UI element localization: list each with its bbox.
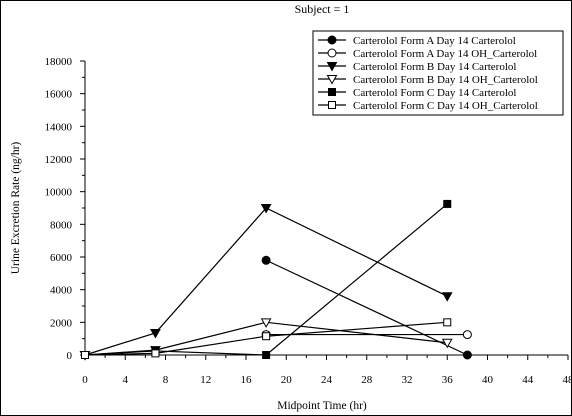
x-tick-label: 36 [442, 374, 454, 386]
axes: 0 4 8 12 16 20 24 28 32 36 40 44 4802000400060008000… [45, 56, 572, 386]
legend-marker [328, 101, 336, 109]
legend-marker [326, 62, 338, 72]
x-tick-label: 28 [361, 374, 373, 386]
x-tick-label: 12 [200, 374, 211, 386]
data-point [443, 318, 452, 327]
legend-label: Carterolol Form C Day 14 Carterolol [353, 87, 516, 99]
legend-entry: Carterolol Form A Day 14 OH_Carterolol [318, 48, 537, 60]
legend-marker [328, 88, 336, 96]
legend-marker [327, 48, 337, 58]
x-tick-label: 32 [402, 374, 413, 386]
series-line [84, 207, 448, 356]
y-tick-label: 10000 [45, 187, 73, 199]
series-layer [79, 199, 472, 361]
data-point [260, 204, 272, 214]
x-tick-label: 20 [281, 374, 293, 386]
series-6 [81, 318, 452, 359]
legend-entry: Carterolol Form C Day 14 Carterolol [318, 87, 516, 99]
x-tick-label: 44 [522, 374, 534, 386]
data-point [260, 318, 272, 328]
legend-entry: Carterolol Form C Day 14 OH_Carterolol [318, 100, 538, 112]
y-axis-title: Urine Excretion Rate (ng/hr) [10, 142, 22, 275]
x-tick-label: 48 [563, 374, 572, 386]
data-point [81, 351, 89, 359]
data-point [441, 338, 453, 349]
data-point [150, 328, 161, 339]
data-point [462, 350, 472, 360]
x-tick-label: 0 [82, 374, 88, 386]
legend-entry: Carterolol Form B Day 14 Carterolol [318, 61, 516, 73]
y-tick-label: 6000 [50, 252, 73, 264]
series-line [84, 321, 448, 356]
legend-label: Carterolol Form B Day 14 Carterolol [353, 61, 516, 73]
legend-entry: Carterolol Form A Day 14 Carterolol [318, 35, 516, 47]
data-point [441, 292, 453, 302]
series-line [265, 259, 468, 356]
series-line [84, 203, 448, 356]
data-point [262, 332, 271, 341]
plot-title: Subject = 1 [295, 2, 350, 16]
y-tick-label: 4000 [50, 285, 73, 297]
legend-box [312, 30, 564, 116]
y-tick-label: 0 [67, 350, 73, 362]
legend: Carterolol Form A Day 14 CarterololCarte… [312, 30, 564, 116]
y-tick-label: 18000 [45, 56, 73, 68]
legend-label: Carterolol Form C Day 14 OH_Carterolol [353, 100, 538, 112]
x-tick-label: 40 [482, 374, 494, 386]
data-point [151, 349, 160, 358]
x-axis-title: Midpoint Time (hr) [277, 400, 367, 412]
data-point [262, 351, 271, 359]
x-tick-label: 24 [321, 374, 333, 386]
legend-label: Carterolol Form A Day 14 OH_Carterolol [353, 48, 537, 60]
series-1 [261, 255, 472, 360]
legend-label: Carterolol Form A Day 14 Carterolol [353, 35, 516, 47]
x-tick-label: 4 [123, 374, 129, 386]
data-point [443, 199, 452, 208]
legend-label: Carterolol Form B Day 14 OH_Carterolol [353, 74, 538, 86]
y-tick-label: 16000 [45, 89, 73, 101]
y-tick-label: 8000 [50, 219, 73, 231]
legend-entry: Carterolol Form B Day 14 OH_Carterolol [318, 74, 538, 86]
x-tick-label: 8 [163, 374, 169, 386]
legend-marker [327, 35, 337, 45]
legend-marker [326, 75, 338, 85]
x-tick-label: 16 [241, 374, 253, 386]
data-point [261, 255, 271, 265]
y-tick-label: 14000 [45, 121, 73, 133]
y-tick-label: 12000 [45, 154, 73, 166]
y-tick-label: 2000 [50, 317, 73, 329]
data-point [462, 330, 472, 340]
